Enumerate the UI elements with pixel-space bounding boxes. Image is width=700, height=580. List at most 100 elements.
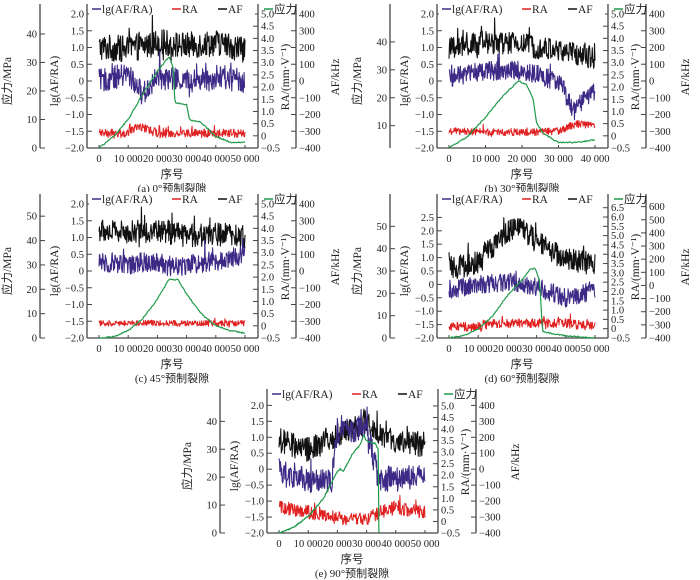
af-tick-label: 200 [299,43,315,54]
legend-label-af: AF [228,4,243,16]
panel-caption: (a) 0°预制裂隙 [138,181,207,195]
af-tick-label: 400 [299,10,315,21]
panel-caption: (e) 90°预制裂隙 [315,566,389,580]
af-tick-label: −300 [299,317,321,328]
ra-tick-label: −0.5 [441,529,460,540]
ra-tick-label: −0.5 [611,144,630,155]
af-tick-label: 200 [479,433,495,444]
af-axis-title: AF/kHz [330,58,342,95]
lg-tick-label: −0.5 [415,293,434,304]
ra-tick-label: 0.5 [261,119,274,130]
x-tick-label: 10 000 [464,344,493,355]
af-tick-label: 300 [479,417,495,428]
ra-tick-label: 3.0 [611,58,624,69]
lg-tick-label: 2.0 [251,401,264,412]
legend-label-ra: RA [532,194,549,206]
series-line-ra [448,313,596,333]
lg-tick-label: −1.5 [245,513,264,524]
series-line-ra [98,123,246,139]
lg-tick-label: −1.5 [415,127,434,138]
lg-tick-label: −1.0 [65,110,84,121]
ra-tick-label: −0.5 [261,334,280,345]
af-tick-label: −100 [649,93,671,104]
ra-tick-label: 6.5 [611,203,624,214]
stress-tick-label: 10 [377,121,388,132]
stress-tick-label: 30 [377,267,388,278]
series-line-lg [98,50,246,105]
x-tick-label: 20 000 [508,154,537,165]
legend-label-stress: 应力 [274,2,297,16]
ra-tick-label: 2.5 [441,459,454,470]
ra-tick-label: 1.5 [611,296,624,307]
lg-tick-label: 1.5 [421,26,434,37]
ra-tick-label: 2.5 [611,278,624,289]
ra-tick-label: 0 [261,131,266,142]
stress-tick-label: 40 [27,236,38,247]
x-axis-label: 序号 [161,167,184,181]
ra-tick-label: 1.0 [261,107,274,118]
legend: lg(AF/RA) RA AF 应力 [89,192,297,206]
stress-tick-label: 20 [27,285,38,296]
af-tick-label: −100 [479,481,501,492]
af-tick-label: 100 [479,449,495,460]
lg-tick-label: 0.5 [71,60,84,71]
lg-tick-label: 2.0 [421,10,434,21]
ra-tick-label: 0 [611,324,616,335]
ra-tick-label: 1.5 [611,95,624,106]
x-tick-label: 30 000 [544,154,573,165]
ra-tick-label: 4.0 [611,34,624,45]
ra-tick-label: 3.5 [441,436,454,447]
legend: lg(AF/RA) RA AF 应力 [439,192,647,206]
ra-tick-label: 0 [611,131,616,142]
af-tick-label: 0 [649,281,654,292]
lg-axis-title: lg(AF/RA) [399,246,411,297]
chart-panel-e: 0 10 000 20 000 30 000 40 000 50 000 序号 (e) 90°… [180,385,530,580]
af-tick-label: 0 [299,267,304,278]
af-tick-label: −200 [299,110,321,121]
ra-tick-label: 1.0 [441,494,454,505]
lg-tick-label: 1.0 [71,233,84,244]
series-line-af [448,17,596,69]
ra-tick-label: 4.0 [261,224,274,235]
lg-tick-label: 1.0 [251,433,264,444]
stress-tick-label: 40 [377,244,388,255]
x-tick-label: 30 000 [172,154,201,165]
x-tick-label: 50 000 [231,344,260,355]
af-tick-label: 300 [649,26,665,37]
x-tick-label: 0 [446,344,451,355]
x-tick-label: 30 000 [522,344,551,355]
af-tick-label: −400 [299,144,321,155]
af-tick-label: −200 [649,110,671,121]
lg-tick-label: −1.5 [65,317,84,328]
ra-tick-label: −0.5 [611,334,630,345]
af-tick-label: 200 [649,255,665,266]
x-tick-label: 20 000 [143,344,172,355]
series-line-stress [98,278,246,339]
ra-axis-title: RA/(mm·V⁻¹) [460,429,472,496]
legend-label-ra: RA [532,4,549,16]
x-tick-label: 30 000 [172,344,201,355]
stress-tick-label: 10 [377,311,388,322]
stress-tick-label: 0 [382,334,387,345]
af-tick-label: −200 [299,300,321,311]
ra-tick-label: 0.5 [261,309,274,320]
af-tick-label: −400 [649,334,671,345]
legend-label-stress: 应力 [274,192,297,206]
chart-panel-b: 0 10 000 20 000 30 000 40 000 序号 (b) 30°预制裂隙 10… [350,0,700,195]
ra-tick-label: 2.0 [261,83,274,94]
stress-axis-title: 应力/MPa [0,57,14,105]
lg-tick-label: −0.5 [65,283,84,294]
legend-label-ra: RA [182,194,199,206]
lg-tick-label: 0.5 [71,250,84,261]
lg-tick-label: −1.0 [65,300,84,311]
x-tick-label: 40 000 [201,344,230,355]
legend-label-af: AF [228,194,243,206]
af-tick-label: 100 [299,250,315,261]
lg-tick-label: 1.0 [421,43,434,54]
ra-tick-label: 5.0 [611,10,624,21]
stress-tick-label: 20 [377,289,388,300]
ra-axis-title: RA/(mm·V⁻¹) [280,44,292,111]
ra-tick-label: 0.5 [611,315,624,326]
